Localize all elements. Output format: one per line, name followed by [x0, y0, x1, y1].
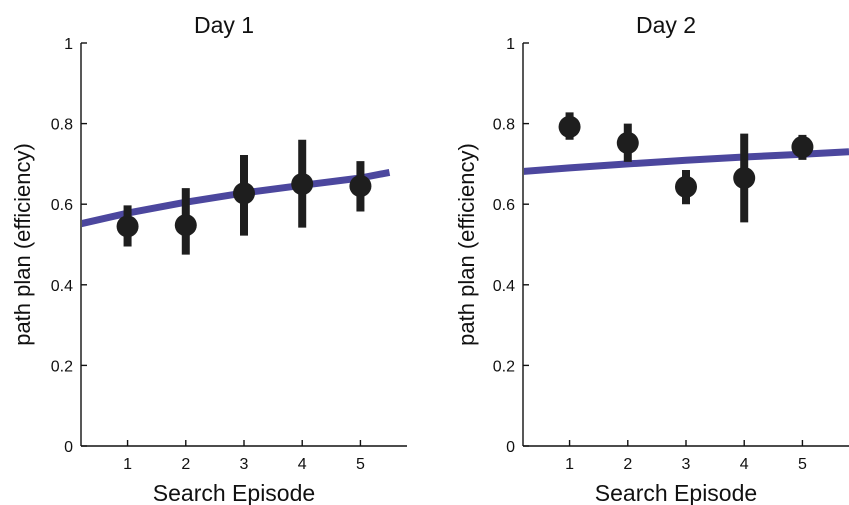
chart-2-ytick-label: 0: [506, 439, 515, 456]
chart-1-data-point: [291, 173, 314, 196]
chart-1-ytick-label: 0.8: [51, 117, 73, 134]
chart-1-ytick-label: 0: [64, 439, 73, 456]
chart-2-title: Day 2: [636, 12, 696, 38]
chart-1: Day 1 0 0.2 0.4 0.6 0.8 1 1 2 3 4 5 Search Episode pa…: [10, 12, 407, 505]
chart-1-xtick-label: 2: [181, 456, 190, 473]
chart-2-ytick-label: 0.4: [493, 278, 515, 295]
chart-1-xlabel: Search Episode: [153, 480, 315, 505]
chart-2-xtick-label: 2: [623, 456, 632, 473]
chart-1-data-point: [174, 214, 197, 237]
chart-1-title: Day 1: [194, 12, 254, 38]
chart-2-xtick-label: 1: [565, 456, 574, 473]
chart-2: Day 2 0 0.2 0.4 0.6 0.8 1 1 2 3 4 5 Search Episode pa…: [454, 12, 849, 505]
chart-2-ytick-label: 0.6: [493, 197, 515, 214]
chart-2-ytick-label: 0.2: [493, 358, 515, 375]
chart-2-xtick-label: 5: [798, 456, 807, 473]
chart-2-data-point: [791, 135, 814, 158]
chart-1-ytick-label: 0.4: [51, 278, 73, 295]
chart-1-data-point: [233, 182, 255, 205]
chart-1-ytick-label: 1: [64, 36, 73, 53]
chart-2-data-point: [675, 175, 697, 198]
chart-2-xlabel: Search Episode: [595, 480, 757, 505]
chart-1-ytick-label: 0.2: [51, 358, 73, 375]
chart-2-ytick-label: 1: [506, 36, 515, 53]
chart-1-xtick-label: 5: [356, 456, 365, 473]
chart-1-fit-line: [82, 168, 391, 228]
chart-2-ylabel: path plan (efficiency): [454, 143, 479, 346]
chart-1-ylabel: path plan (efficiency): [10, 143, 35, 346]
chart-2-data-point: [558, 115, 581, 138]
chart-1-xtick-label: 4: [298, 456, 307, 473]
chart-2-xtick-label: 4: [740, 456, 749, 473]
chart-1-data-point: [116, 215, 139, 238]
chart-1-xtick-label: 3: [240, 456, 249, 473]
chart-2-data-point: [733, 167, 756, 190]
chart-1-xtick-label: 1: [123, 456, 132, 473]
chart-2-data-point: [616, 131, 639, 154]
chart-2-ytick-label: 0.8: [493, 117, 515, 134]
chart-2-xtick-label: 3: [682, 456, 691, 473]
chart-1-data-point: [349, 175, 372, 198]
chart-1-ytick-label: 0.6: [51, 197, 73, 214]
